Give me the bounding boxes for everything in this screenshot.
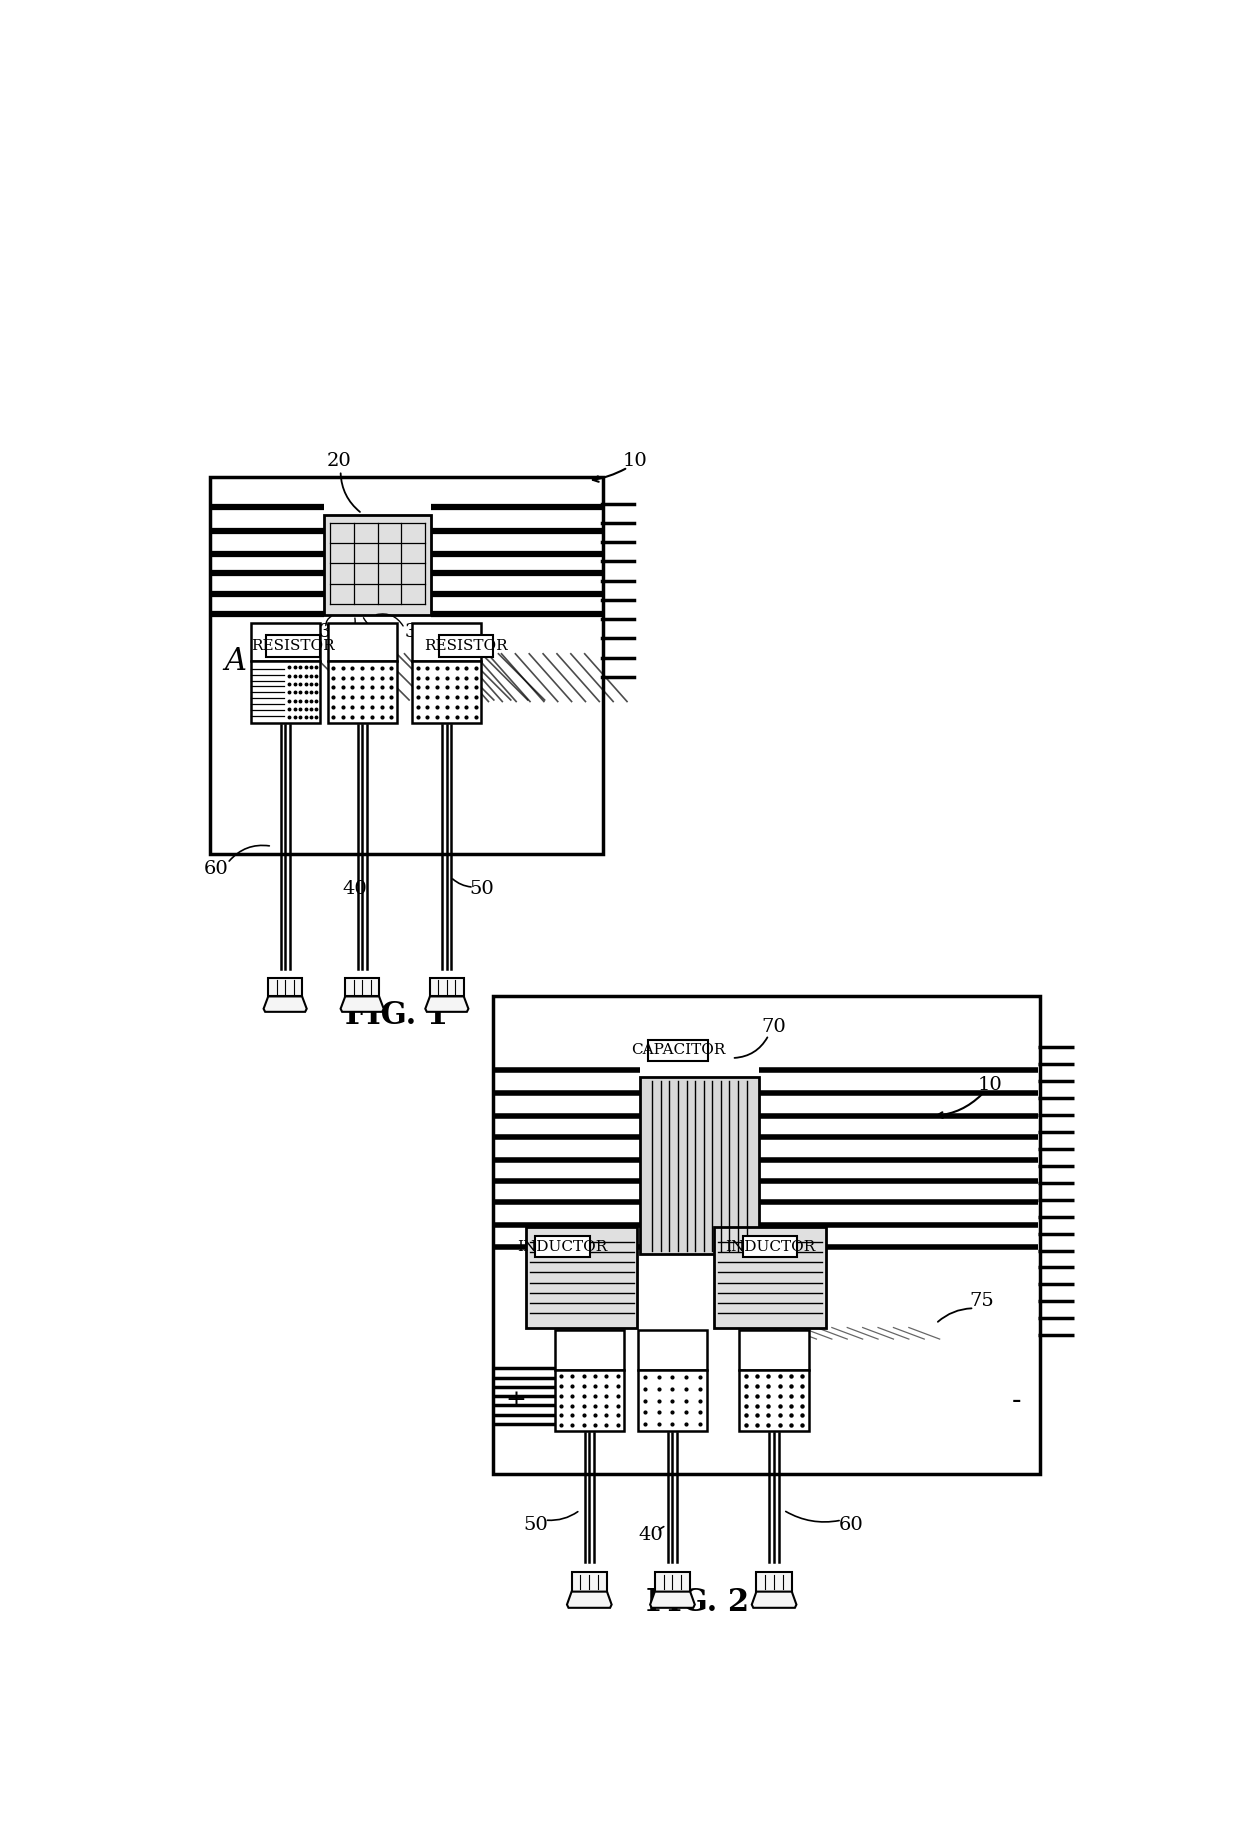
Text: 50: 50 bbox=[469, 880, 494, 897]
Bar bbox=[211, 477, 603, 855]
Text: 23: 23 bbox=[309, 623, 331, 641]
Bar bbox=[412, 661, 481, 724]
Polygon shape bbox=[751, 1591, 796, 1608]
Bar bbox=[324, 516, 432, 615]
Polygon shape bbox=[264, 997, 306, 1011]
Polygon shape bbox=[650, 1591, 694, 1608]
Bar bbox=[739, 1330, 808, 1370]
Bar bbox=[327, 661, 397, 724]
Bar bbox=[554, 1330, 624, 1370]
Text: INDUCTOR: INDUCTOR bbox=[725, 1240, 816, 1254]
Text: 40: 40 bbox=[342, 880, 367, 897]
Bar bbox=[412, 623, 481, 661]
Text: 27: 27 bbox=[362, 628, 386, 647]
Text: +: + bbox=[506, 1389, 527, 1413]
Text: 60: 60 bbox=[838, 1516, 863, 1534]
Text: FIG. 2: FIG. 2 bbox=[646, 1588, 749, 1617]
Bar bbox=[345, 978, 379, 997]
Text: 10: 10 bbox=[624, 453, 647, 470]
Text: RESISTOR: RESISTOR bbox=[250, 639, 335, 654]
Polygon shape bbox=[567, 1591, 611, 1608]
Text: INDUCTOR: INDUCTOR bbox=[517, 1240, 608, 1254]
Bar bbox=[526, 1227, 637, 1328]
Bar bbox=[327, 623, 397, 661]
Text: 40: 40 bbox=[639, 1527, 663, 1544]
Bar bbox=[250, 623, 320, 661]
Text: 60: 60 bbox=[203, 860, 228, 879]
Text: A: A bbox=[224, 647, 246, 678]
Bar bbox=[494, 997, 1040, 1474]
Text: 75: 75 bbox=[970, 1291, 994, 1310]
Polygon shape bbox=[425, 997, 469, 1011]
Bar bbox=[554, 1370, 624, 1431]
Text: CAPACITOR: CAPACITOR bbox=[631, 1043, 725, 1057]
Bar bbox=[536, 1236, 589, 1258]
Bar bbox=[430, 978, 464, 997]
Bar bbox=[756, 1573, 792, 1591]
Text: -: - bbox=[1012, 1387, 1022, 1415]
Bar bbox=[637, 1370, 707, 1431]
Text: 50: 50 bbox=[523, 1516, 548, 1534]
Bar bbox=[637, 1330, 707, 1370]
Bar bbox=[265, 635, 320, 658]
Bar bbox=[655, 1573, 691, 1591]
Text: 30: 30 bbox=[404, 623, 428, 641]
Bar bbox=[250, 661, 320, 724]
Bar bbox=[268, 978, 303, 997]
Bar bbox=[439, 635, 494, 658]
Polygon shape bbox=[341, 997, 383, 1011]
Bar bbox=[649, 1039, 708, 1061]
Bar bbox=[640, 1078, 759, 1254]
Text: 25: 25 bbox=[341, 632, 363, 648]
Text: 20: 20 bbox=[326, 453, 351, 470]
Bar bbox=[743, 1236, 797, 1258]
Bar bbox=[572, 1573, 608, 1591]
Text: 10: 10 bbox=[977, 1076, 1002, 1094]
Text: 70: 70 bbox=[761, 1019, 786, 1037]
Bar bbox=[739, 1370, 808, 1431]
Text: RESISTOR: RESISTOR bbox=[424, 639, 508, 654]
Text: FIG. 1: FIG. 1 bbox=[345, 1000, 449, 1032]
Bar bbox=[714, 1227, 826, 1328]
